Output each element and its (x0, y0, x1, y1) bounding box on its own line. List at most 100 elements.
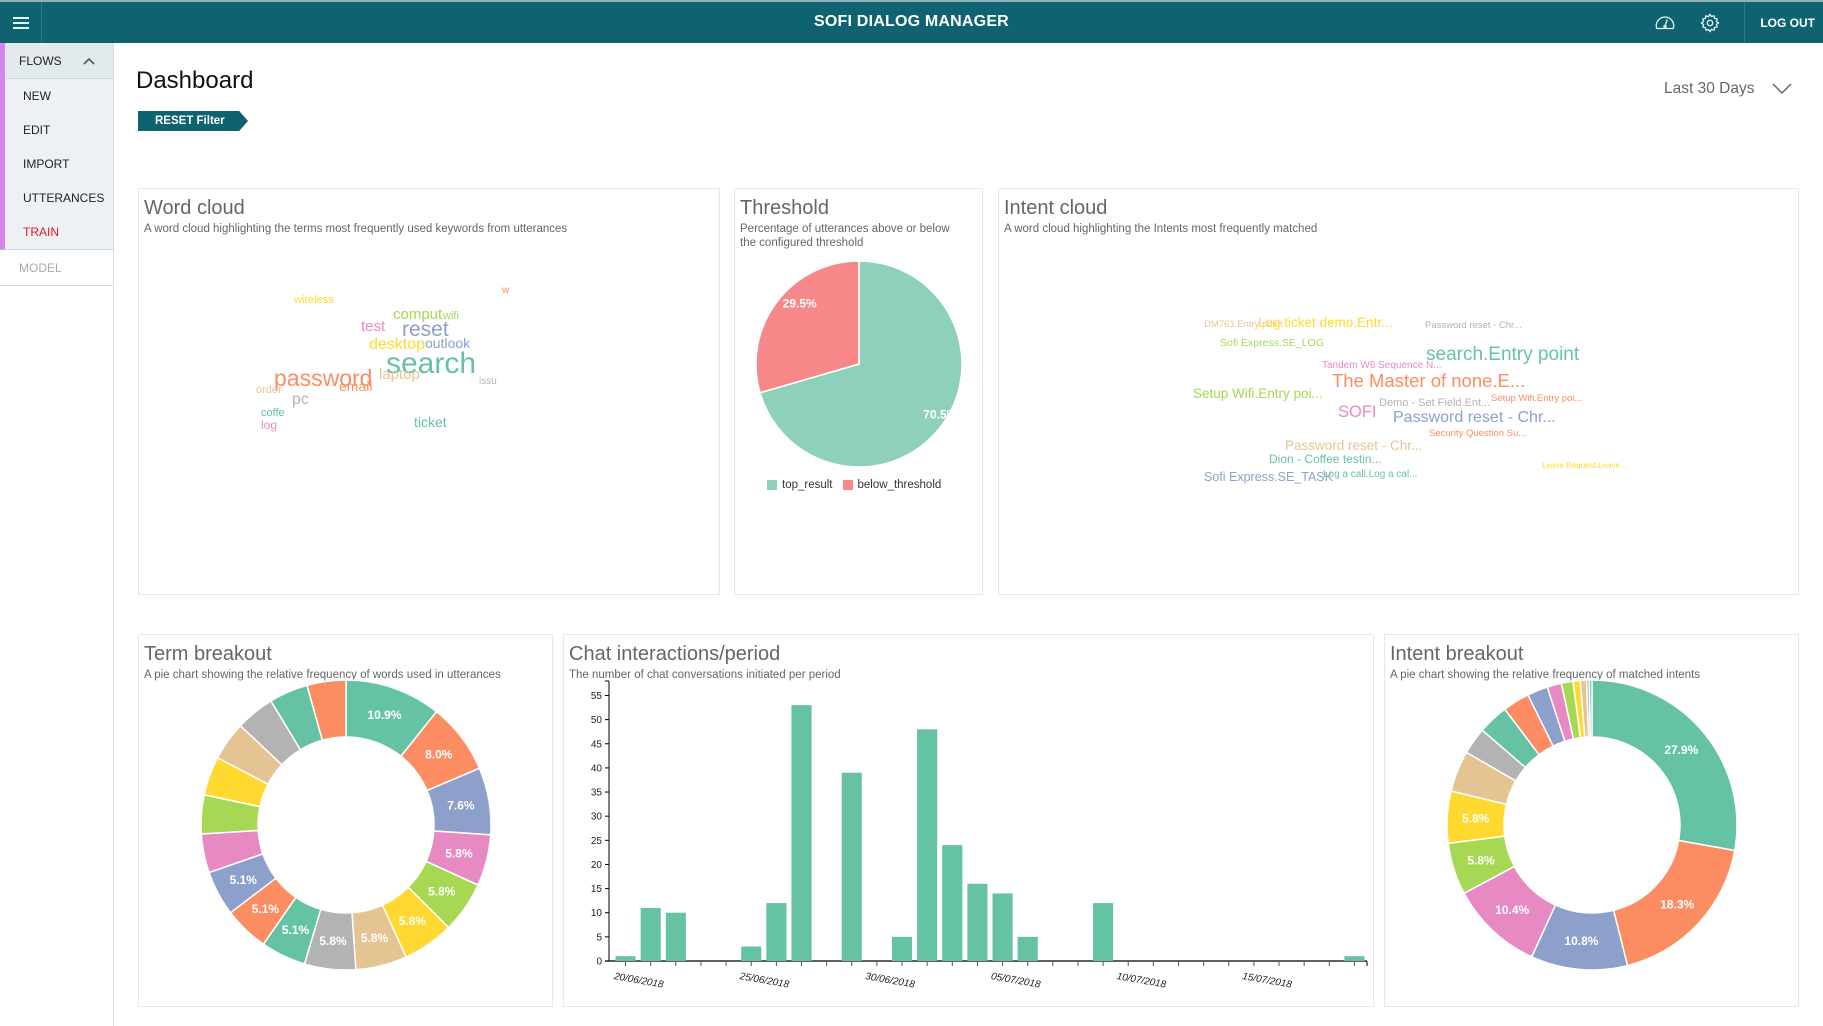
intent-word[interactable]: DM761.Entry point (1204, 319, 1283, 330)
menu-button[interactable] (0, 2, 42, 43)
slice-label: 8.0% (425, 748, 453, 762)
slice-label: 5.1% (230, 873, 258, 887)
sidebar-item-utterances[interactable]: UTTERANCES (23, 191, 105, 205)
card-subtitle: A pie chart showing the relative frequen… (144, 669, 501, 681)
card-title: Intent breakout (1390, 643, 1524, 665)
bar[interactable] (891, 936, 913, 961)
menu-icon (12, 16, 29, 29)
bar[interactable] (1344, 956, 1365, 961)
legend-item[interactable]: top_result (767, 479, 833, 491)
pie-slice[interactable] (759, 260, 963, 468)
bar[interactable] (791, 705, 812, 961)
sidebar-item-train[interactable]: TRAIN (23, 225, 59, 239)
slice-label: 5.8% (1462, 812, 1490, 826)
intent-word[interactable]: Setup Wifi.Entry poi... (1193, 386, 1323, 401)
page-title: Dashboard (136, 67, 254, 94)
intent-word[interactable]: Password reset - Chr... (1285, 438, 1423, 453)
bar[interactable] (640, 907, 661, 961)
bar[interactable] (992, 893, 1013, 961)
cloud-word[interactable]: w (502, 285, 510, 296)
logout-button[interactable]: LOG OUT (1744, 2, 1823, 43)
intent-word[interactable]: Sofi Express.SE_TASK (1204, 470, 1333, 484)
intent-word[interactable]: Sofi Express.SE_LOG (1220, 337, 1324, 349)
speedometer-icon[interactable] (1654, 12, 1676, 34)
cloud-word[interactable]: pc (292, 391, 309, 408)
intent-word[interactable]: Setup Wifi.Entry poi... (1491, 393, 1583, 404)
intent-word[interactable]: Tandem W6 Sequence N... (1322, 360, 1442, 371)
legend-item[interactable]: below_threshold (842, 479, 941, 491)
bar[interactable] (942, 845, 963, 961)
y-tick-label: 0 (596, 957, 602, 968)
cloud-word[interactable]: outlook (425, 335, 471, 351)
intent-word[interactable]: SOFI (1338, 403, 1377, 421)
pie-slice[interactable] (755, 260, 860, 394)
intent-word[interactable]: Leave Request.Leave ... (1542, 461, 1629, 470)
bar[interactable] (1093, 903, 1114, 961)
intent-word[interactable]: The Master of none.E... (1332, 370, 1526, 391)
sidebar-item-edit[interactable]: EDIT (23, 123, 51, 137)
x-tick-label: 05/07/2018 (990, 971, 1042, 991)
card-title: Chat interactions/period (569, 643, 781, 665)
gear-icon[interactable] (1699, 12, 1721, 34)
reset-filter-button[interactable]: RESET Filter (138, 111, 248, 131)
cloud-word[interactable]: email (339, 378, 373, 394)
cloud-word[interactable]: search (386, 347, 477, 380)
slice-label: 5.1% (252, 902, 280, 916)
word-cloud-card: Word cloud A word cloud highlighting the… (138, 188, 720, 595)
app-title: SOFI DIALOG MANAGER (814, 13, 1009, 30)
card-title: Threshold (740, 197, 829, 219)
cloud-word[interactable]: reset (402, 318, 449, 341)
date-range-select[interactable]: Last 30 Days (1664, 80, 1792, 98)
bar[interactable] (665, 912, 686, 961)
intent-word[interactable]: Log ticket demo.Entr... (1258, 315, 1393, 330)
bar[interactable] (917, 729, 938, 961)
sidebar-item-new[interactable]: NEW (23, 89, 51, 103)
cloud-word[interactable]: ticket (414, 414, 447, 430)
cloud-word[interactable]: comput (393, 306, 443, 323)
flows-toggle[interactable]: FLOWS (5, 43, 113, 79)
bar[interactable] (741, 946, 762, 961)
bar[interactable] (766, 903, 787, 961)
y-tick-label: 20 (591, 860, 603, 871)
bar[interactable] (1017, 936, 1038, 961)
slice-label: 27.9% (1664, 743, 1698, 757)
cloud-word[interactable]: order (256, 384, 282, 396)
cloud-word[interactable]: log (261, 418, 278, 432)
cloud-word[interactable]: desktop (369, 336, 426, 353)
cloud-word[interactable]: test (361, 318, 386, 335)
cloud-word[interactable]: wifi (443, 310, 459, 322)
pie-slice[interactable] (306, 679, 347, 742)
x-tick-label: 20/06/2018 (612, 971, 665, 991)
sidebar-item-import[interactable]: IMPORT (23, 157, 70, 171)
y-tick-label: 35 (591, 788, 603, 799)
flows-label: FLOWS (19, 53, 62, 68)
card-title: Term breakout (144, 643, 272, 665)
cloud-word[interactable]: issu (479, 376, 497, 387)
y-tick-label: 10 (591, 908, 603, 919)
term-breakout-donut: 10.9%8.0%7.6%5.8%5.8%5.8%5.8%5.8%5.1%5.1… (200, 679, 492, 971)
cloud-word[interactable]: coffe (261, 407, 285, 419)
cloud-word[interactable]: wireless (294, 294, 334, 306)
intent-word[interactable]: Password reset - Chr... (1393, 409, 1556, 426)
intent-word[interactable]: Log a call.Log a cal... (1323, 469, 1418, 480)
cloud-word[interactable]: laptop (379, 366, 420, 383)
pie-slice[interactable] (1588, 679, 1593, 738)
card-subtitle: A word cloud highlighting the Intents mo… (1004, 223, 1318, 235)
intent-word[interactable]: Security Question Su... (1429, 428, 1527, 439)
sidebar-item-model[interactable]: MODEL (0, 250, 113, 286)
bar[interactable] (967, 883, 988, 961)
intent-word[interactable]: search.Entry point (1426, 344, 1580, 365)
card-title: Intent cloud (1004, 197, 1108, 219)
pie-slice[interactable] (1591, 679, 1738, 852)
bar[interactable] (841, 772, 862, 961)
intent-word[interactable]: Password reset - Chr... (1425, 320, 1522, 331)
y-tick-label: 15 (591, 884, 603, 895)
intent-word[interactable]: Demo - Set Field.Ent... (1379, 397, 1491, 409)
bar[interactable] (615, 956, 636, 961)
intent-word[interactable]: Dion - Coffee testin... (1269, 452, 1382, 466)
cloud-word[interactable]: password (274, 365, 373, 391)
term-breakout-card: Term breakout A pie chart showing the re… (138, 634, 553, 1007)
slice-label: 70.5% (923, 408, 957, 422)
slice-label: 5.8% (399, 914, 427, 928)
card-subtitle: The number of chat conversations initiat… (569, 669, 841, 681)
